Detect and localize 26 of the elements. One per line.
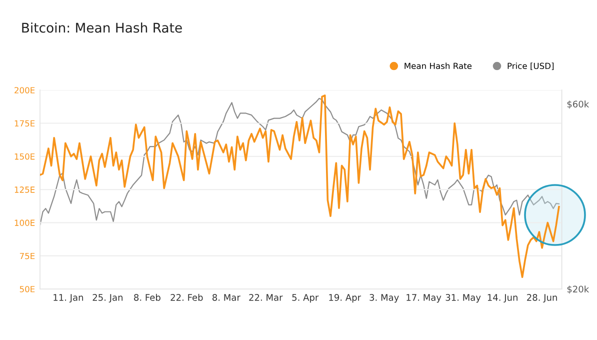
- x-tick-label: 5. Apr: [292, 294, 319, 303]
- legend-label: Mean Hash Rate: [404, 62, 472, 70]
- y2-tick-label: $20k: [567, 286, 590, 294]
- x-tick-label: 8. Feb: [134, 294, 160, 301]
- y-tick-label: 125E: [14, 186, 35, 193]
- y-tick-label: 200E: [14, 87, 35, 94]
- x-tick-label: 19. Apr: [329, 294, 362, 303]
- x-tick-label: 22. Mar: [249, 294, 283, 301]
- x-tick-label: 3. May: [370, 294, 399, 303]
- y-tick-label: 175E: [14, 120, 35, 127]
- line-series: [40, 94, 560, 278]
- x-tick-label: 22. Feb: [170, 294, 203, 301]
- legend-label: Price [USD]: [508, 62, 554, 70]
- x-tick-label: 31. May: [446, 294, 481, 303]
- x-tick-label: 17. May: [406, 294, 442, 303]
- y-tick-label: 100E: [14, 220, 35, 226]
- y2-tick-label: $60k: [567, 100, 590, 109]
- x-tick-label: 11. Jan: [54, 294, 84, 303]
- y-tick-label: 75E: [20, 252, 35, 260]
- x-tick-label: 25. Jan: [92, 294, 122, 303]
- x-tick-label: 8. Mar: [212, 294, 240, 301]
- y-tick-label: 150E: [14, 153, 35, 160]
- chart-title: Bitcoin: Mean Hash Rate: [22, 22, 182, 33]
- y-tick-label: 50E: [20, 286, 35, 292]
- x-tick-label: 28. Jun: [527, 294, 557, 303]
- x-tick-label: 14. Jun: [488, 294, 518, 303]
